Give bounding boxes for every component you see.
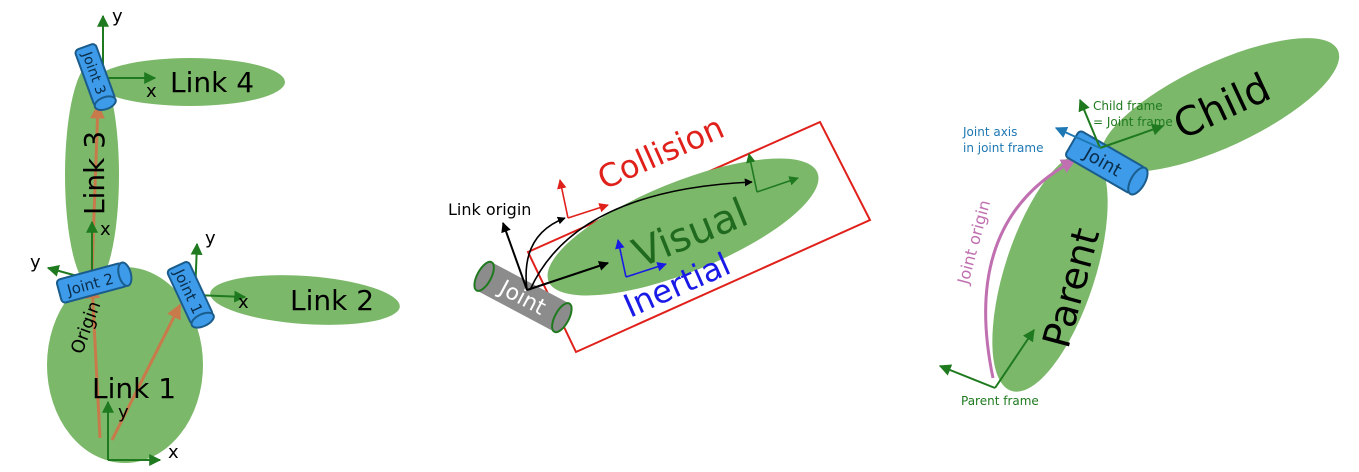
- joint3-frame-x-label: x: [146, 81, 157, 102]
- child-link-shape: [1100, 38, 1340, 172]
- link-origin-label: Link origin: [448, 200, 531, 219]
- arrow-to-visual-frame: [529, 178, 753, 291]
- joint-3-cylinder: Joint 3: [74, 43, 117, 111]
- link-1-shape: [47, 267, 203, 463]
- joint-origin-arrow: [984, 158, 1077, 379]
- arrow-to-collision-frame: [525, 216, 566, 291]
- joint2-frame-x-label: x: [100, 219, 111, 240]
- right-panel: Joint Child Parent Child frame = Joint f…: [938, 38, 1340, 408]
- joint-axis-arrow: [1054, 127, 1101, 149]
- link-2-label: Link 2: [290, 284, 374, 317]
- link-4-label: Link 4: [170, 66, 254, 99]
- visual-frame-x: [756, 176, 799, 193]
- link-3-label: Link 3: [78, 131, 111, 215]
- base-frame-x-label: x: [168, 442, 179, 463]
- parent-link-shape: [992, 152, 1108, 392]
- link-2-shape: [210, 275, 400, 325]
- arrow-to-inertial-frame: [526, 261, 609, 291]
- left-panel: x y x y x y x y Joint 2 Joint 1 J: [30, 6, 400, 466]
- child-frame-label-line2: = Joint frame: [1093, 115, 1173, 129]
- child-frame-z-arrow: [1078, 98, 1101, 149]
- joint1-frame-y-label: y: [205, 228, 216, 249]
- joint-axis-label-line1: Joint axis: [962, 125, 1017, 139]
- parent-frame-label: Parent frame: [961, 394, 1039, 408]
- visual-ellipse: [547, 158, 819, 296]
- joint3-frame-y-label: y: [112, 6, 123, 27]
- parent-frame-x-arrow: [994, 329, 1035, 389]
- child-frame-label-line1: Child frame: [1093, 99, 1163, 113]
- visual-frame-y: [746, 153, 758, 193]
- inertial-frame-x: [625, 262, 667, 278]
- link-1-label: Link 1: [92, 372, 176, 405]
- child-frame-x-arrow: [1099, 123, 1165, 149]
- middle-panel: Joint Collision Visual Inertial Link ori…: [448, 108, 872, 354]
- link-3-shape: [65, 63, 119, 287]
- joint1-frame-x-label: x: [238, 292, 249, 313]
- link-4-shape: [95, 58, 285, 106]
- origin-arrow-joint2: [85, 283, 102, 439]
- joint2-frame-y-label: y: [30, 252, 41, 273]
- inertial-frame-y: [615, 239, 627, 278]
- joint-axis-label-line2: in joint frame: [963, 141, 1043, 155]
- collision-frame-y: [557, 179, 569, 219]
- link-origin-arrow: [501, 222, 528, 291]
- collision-frame-x: [567, 203, 609, 219]
- parent-frame-y-arrow: [938, 364, 996, 389]
- origin-arrow-joint1: [110, 303, 182, 441]
- base-frame-y-label: y: [118, 402, 129, 423]
